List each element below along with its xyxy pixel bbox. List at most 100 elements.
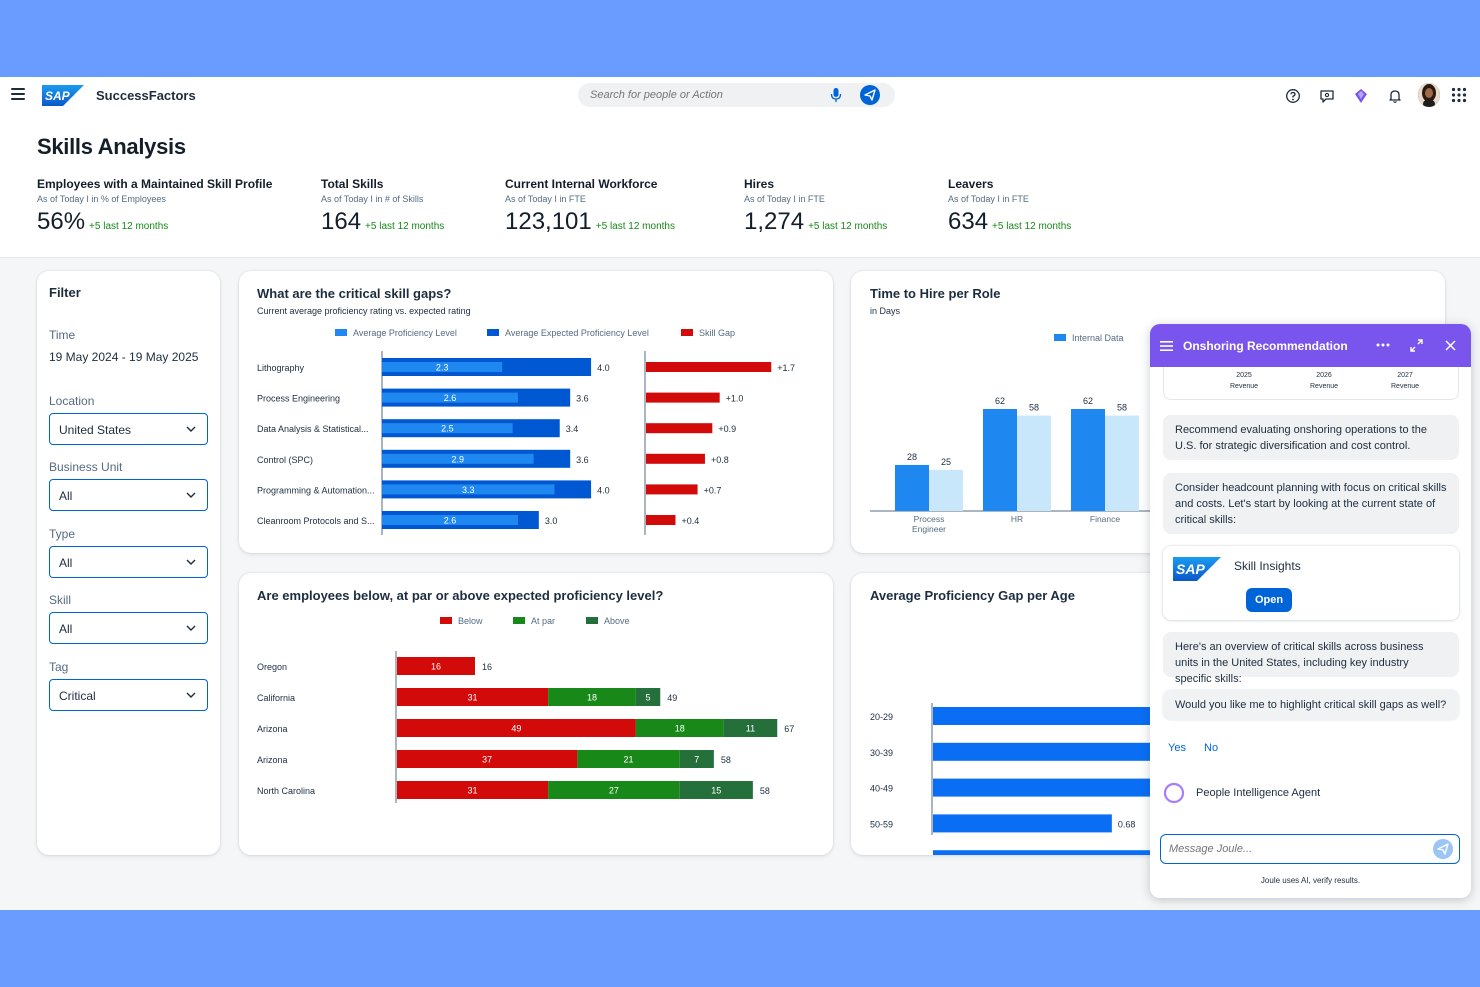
legend-internal-data: Internal Data — [1054, 333, 1124, 343]
expand-icon[interactable] — [1410, 339, 1423, 352]
above-bar — [635, 688, 661, 706]
chat-feedback-icon[interactable] — [1319, 88, 1335, 104]
above-bar — [679, 750, 714, 768]
joule-title: Onshoring Recommendation — [1183, 339, 1348, 353]
legend-skill-gap: Skill Gap — [681, 328, 735, 338]
kpi-delta: +5 last 12 months — [89, 221, 169, 232]
type-select[interactable]: All — [49, 546, 208, 578]
bar-value-label: 58 — [1117, 403, 1127, 413]
expected-value-label: 3.4 — [566, 424, 579, 434]
hamburger-menu-icon[interactable] — [11, 88, 25, 102]
comparison-bar — [1105, 415, 1139, 511]
location-select[interactable]: United States — [49, 413, 208, 445]
notification-bell-icon[interactable] — [1387, 88, 1403, 104]
segment-value-label: 5 — [646, 693, 651, 703]
category-label: Cleanroom Protocols and S... — [257, 516, 375, 526]
message-input[interactable] — [1169, 841, 1419, 857]
segment-value-label: 31 — [468, 786, 478, 796]
open-button[interactable]: Open — [1246, 588, 1292, 612]
kpi-value: 1,274 — [744, 208, 805, 235]
segment-value-label: 7 — [694, 755, 699, 765]
average-value-label: 2.6 — [444, 393, 457, 403]
business-unit-select[interactable]: All — [49, 479, 208, 511]
no-button[interactable]: No — [1199, 736, 1224, 760]
skill-select[interactable]: All — [49, 612, 208, 644]
total-value-label: 67 — [784, 724, 794, 734]
average-bar — [382, 423, 513, 434]
category-label: Arizona — [257, 724, 288, 734]
tag-select[interactable]: Critical — [49, 679, 208, 711]
joule-header: Onshoring Recommendation — [1150, 324, 1471, 367]
user-avatar[interactable] — [1418, 83, 1440, 107]
skill-selected-value: All — [59, 622, 73, 636]
page-header: Skills Analysis Employees with a Maintai… — [0, 115, 1480, 258]
segment-value-label: 31 — [468, 693, 478, 703]
revenue-label-2025: 2025 Revenue — [1230, 372, 1259, 390]
kpi-value: 56% — [37, 208, 86, 235]
app-window: SAP SuccessFactors — [0, 77, 1480, 910]
gap-bar — [646, 515, 676, 525]
search-input[interactable] — [590, 87, 820, 103]
joule-message: Consider headcount planning with focus o… — [1163, 473, 1459, 534]
category-label: 40-49 — [870, 784, 893, 794]
revenue-label-2026: 2026 Revenue — [1310, 372, 1339, 390]
at-par-bar — [548, 781, 680, 799]
chart-subtitle: Current average proficiency rating vs. e… — [257, 306, 471, 316]
comparison-bar — [1017, 415, 1051, 511]
kpi-leavers[interactable]: Leavers As of Today I in FTE 634 +5 last … — [948, 177, 1071, 236]
search-send-button[interactable] — [860, 85, 880, 105]
internal-data-bar — [895, 464, 929, 511]
category-label: North Carolina — [257, 786, 315, 796]
at-par-bar — [548, 688, 636, 706]
segment-value-label: 49 — [511, 724, 521, 734]
app-grid-icon[interactable] — [1451, 87, 1467, 103]
chart-title: Average Proficiency Gap per Age — [870, 588, 1075, 603]
internal-data-bar — [1071, 409, 1105, 511]
tag-label: Tag — [49, 660, 69, 674]
joule-message: Would you like me to highlight critical … — [1163, 690, 1459, 720]
more-options-icon[interactable] — [1376, 343, 1390, 347]
close-icon[interactable] — [1445, 340, 1456, 351]
average-value-label: 2.6 — [444, 516, 457, 526]
kpi-title: Hires — [744, 177, 775, 191]
gap-bar — [646, 423, 713, 434]
kpi-total-skills[interactable]: Total Skills As of Today I in # of Skill… — [321, 177, 444, 236]
total-value-label: 16 — [482, 662, 492, 672]
at-par-bar — [635, 719, 724, 737]
proficiency-level-chart: Oregon 16 16 California 31 18 5 49 Arizona 49 18 11… — [257, 651, 794, 803]
bar-value-label: 25 — [941, 457, 951, 467]
message-input-box — [1160, 834, 1460, 864]
category-label: 20-29 — [870, 712, 893, 722]
kpi-skill-profile[interactable]: Employees with a Maintained Skill Profil… — [37, 177, 272, 236]
joule-diamond-icon[interactable] — [1353, 88, 1369, 104]
internal-data-bar — [983, 409, 1017, 511]
gap-bar — [646, 484, 698, 495]
sap-logo: SAP — [1173, 557, 1221, 581]
help-icon[interactable] — [1285, 88, 1301, 104]
kpi-title: Employees with a Maintained Skill Profil… — [37, 177, 273, 191]
average-value-label: 2.3 — [436, 363, 449, 373]
category-label: 50-59 — [870, 819, 893, 829]
comparison-bar — [929, 469, 963, 511]
kpi-internal-workforce[interactable]: Current Internal Workforce As of Today I… — [505, 177, 675, 236]
chevron-down-icon — [186, 559, 196, 565]
microphone-icon[interactable] — [830, 87, 842, 103]
time-range-value[interactable]: 19 May 2024 - 19 May 2025 — [49, 350, 199, 364]
average-bar — [382, 362, 503, 372]
gap-bar — [646, 392, 720, 403]
agent-status-icon — [1163, 782, 1185, 804]
category-label: Oregon — [257, 662, 287, 672]
yes-button[interactable]: Yes — [1163, 736, 1191, 760]
kpi-delta: +5 last 12 months — [808, 221, 888, 232]
menu-icon[interactable] — [1160, 340, 1173, 352]
average-bar — [382, 484, 555, 495]
sap-logo[interactable]: SAP — [42, 85, 84, 106]
kpi-title: Total Skills — [321, 177, 384, 191]
category-label: Programming & Automation... — [257, 485, 375, 495]
chevron-down-icon — [186, 625, 196, 631]
average-value-label: 2.9 — [452, 454, 465, 464]
send-button[interactable] — [1433, 839, 1453, 859]
kpi-hires[interactable]: Hires As of Today I in FTE 1,274 +5 last … — [744, 177, 887, 236]
expected-value-label: 4.0 — [597, 363, 610, 373]
category-label: Process — [914, 514, 945, 524]
